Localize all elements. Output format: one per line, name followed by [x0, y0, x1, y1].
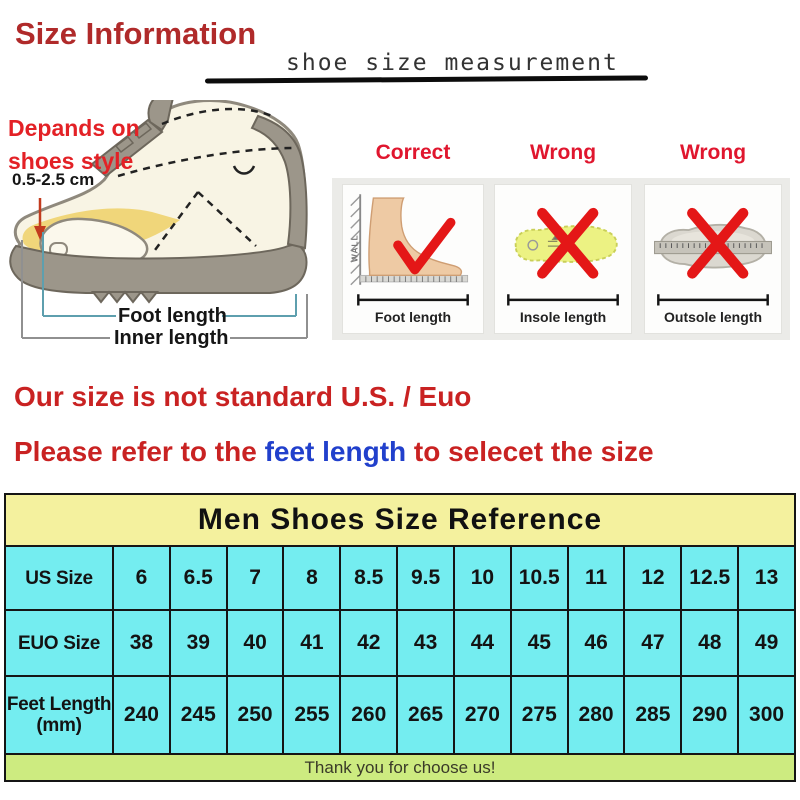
outsole-art — [654, 207, 772, 306]
note-size-standard: Our size is not standard U.S. / Euo — [14, 381, 472, 412]
wall-text: WALL — [349, 234, 359, 262]
table-row-feet-length: Feet Length (mm) 240 245 250 255 260 265… — [6, 677, 794, 755]
table-cell: 7 — [225, 547, 283, 609]
table-row-euo-size: EUO Size 38 39 40 41 42 43 44 45 46 47 4… — [6, 611, 794, 677]
foot-art — [368, 197, 463, 277]
note-refer-feet-length: Please refer to the feet length to selec… — [14, 436, 654, 468]
check-icon — [393, 217, 456, 275]
table-cell: 41 — [282, 611, 340, 675]
table-cell: 49 — [737, 611, 794, 675]
table-cell: 270 — [452, 677, 510, 753]
table-cell: 43 — [396, 611, 453, 675]
table-cell: 9.5 — [396, 547, 453, 609]
measure-bracket — [657, 294, 769, 306]
table-cell: 300 — [737, 677, 794, 753]
foot-length-label: Foot length — [118, 305, 227, 327]
table-cell: 13 — [737, 547, 794, 609]
style-note-line2: shoes style — [8, 148, 134, 174]
table-cell: 8 — [282, 547, 340, 609]
table-cell: 12.5 — [680, 547, 738, 609]
measurement-banner: shoe size measurement — [286, 50, 619, 76]
panel-label-outsole-length: Outsole length — [664, 309, 762, 325]
note-prefix: Please refer to the — [14, 436, 265, 467]
dashed-style-lines — [117, 107, 297, 255]
shoe-sole — [9, 242, 308, 294]
size-reference-table: Men Shoes Size Reference US Size 6 6.5 7… — [4, 493, 796, 782]
wall-hatch — [350, 194, 362, 286]
note-feet-length-highlight: feet length — [264, 436, 407, 467]
note-suffix: to selecet the size — [406, 436, 654, 467]
table-title: Men Shoes Size Reference — [6, 495, 794, 547]
table-cell: 42 — [339, 611, 397, 675]
table-cell: 40 — [225, 611, 283, 675]
cross-icon — [537, 207, 599, 279]
panel-label-foot-length: Foot length — [374, 309, 452, 325]
row-label: US Size — [25, 567, 93, 589]
panel-insole-length: Insole length — [494, 184, 632, 334]
table-cell: 48 — [680, 611, 738, 675]
table-cell: 6.5 — [168, 547, 226, 609]
panel-foot-length: WALL Foot length — [342, 184, 484, 334]
allowance-label: 0.5-2.5 cm — [12, 170, 95, 189]
page-title: Size Information — [15, 16, 257, 51]
panel-status-correct: Correct — [375, 141, 451, 164]
table-cell: 255 — [282, 677, 340, 753]
table-cell: 11 — [566, 547, 624, 609]
insole-art — [507, 207, 619, 306]
inner-length-bracket — [21, 240, 308, 339]
table-cell: 12 — [623, 547, 681, 609]
table-cell: 45 — [509, 611, 567, 675]
insole-logo — [527, 239, 539, 251]
panel-label-insole-length: Insole length — [519, 309, 607, 325]
panel-status-wrong-2: Wrong — [679, 141, 747, 164]
table-cell: 6 — [112, 547, 169, 609]
table-cell: 47 — [623, 611, 681, 675]
panel-status-wrong-1: Wrong — [529, 141, 597, 164]
table-cell: 260 — [339, 677, 397, 753]
cross-icon — [687, 207, 749, 279]
heel-counter — [250, 114, 308, 250]
table-cell: 280 — [566, 677, 624, 753]
table-cell: 265 — [396, 677, 453, 753]
table-cell: 10.5 — [509, 547, 567, 609]
style-note-line1: Depands on — [8, 115, 140, 141]
style-note: Depands on shoes style — [8, 112, 140, 178]
row-label: EUO Size — [17, 632, 101, 654]
table-cell: 39 — [168, 611, 226, 675]
table-cell: 44 — [452, 611, 510, 675]
measure-bracket — [357, 294, 469, 306]
measure-bracket — [507, 294, 619, 306]
inner-length-label: Inner length — [114, 327, 229, 349]
foot-measure-art: WALL — [349, 194, 469, 306]
shoe-cross-section-diagram — [9, 100, 308, 339]
sole-tread — [90, 290, 160, 304]
brush-underline — [204, 75, 649, 84]
strap-buckle — [114, 121, 153, 154]
table-cell: 38 — [112, 611, 169, 675]
table-row-us-size: US Size 6 6.5 7 8 8.5 9.5 10 10.5 11 12 … — [6, 547, 794, 611]
row-label: Feet Length — [6, 694, 112, 715]
table-cell: 245 — [168, 677, 226, 753]
table-cell: 275 — [509, 677, 567, 753]
table-cell: 10 — [452, 547, 510, 609]
smile-mark — [232, 165, 256, 175]
table-cell: 290 — [680, 677, 738, 753]
floor-ruler-ticks — [365, 276, 463, 282]
table-footer: Thank you for choose us! — [6, 755, 794, 780]
allowance-arrow-icon — [34, 198, 46, 240]
table-cell: 240 — [112, 677, 169, 753]
foot-length-bracket — [42, 232, 297, 317]
panel-outsole-length: Outsole length — [644, 184, 782, 334]
row-sublabel: (mm) — [36, 715, 82, 736]
table-cell: 8.5 — [339, 547, 397, 609]
table-cell: 250 — [225, 677, 283, 753]
table-cell: 46 — [566, 611, 624, 675]
table-cell: 285 — [623, 677, 681, 753]
floor-ruler — [359, 274, 469, 283]
